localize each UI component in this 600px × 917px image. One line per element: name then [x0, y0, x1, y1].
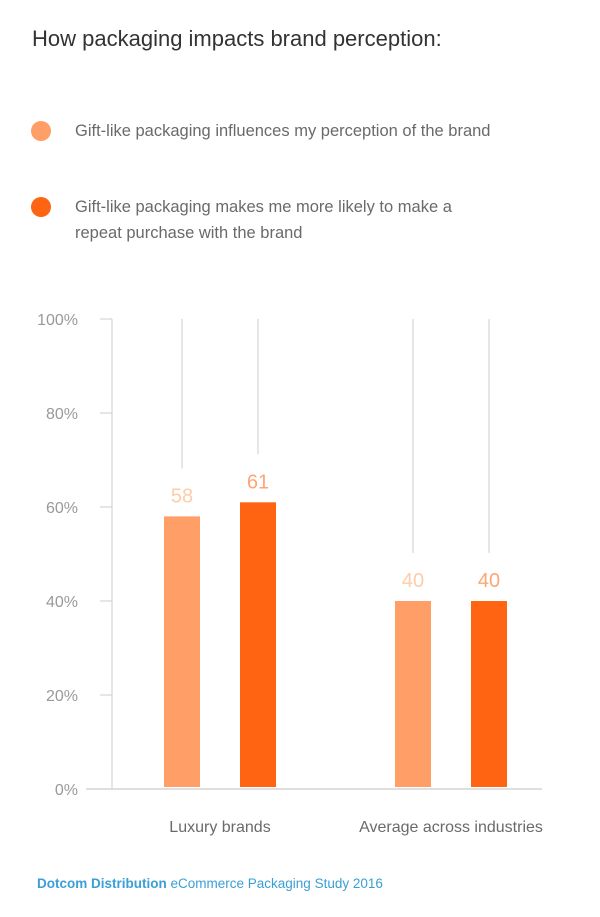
legend-swatch	[31, 197, 51, 217]
data-label: 58	[171, 485, 193, 507]
data-label: 40	[402, 570, 424, 592]
y-tick-label: 0%	[55, 782, 78, 799]
legend-item: Gift-like packaging makes me more likely…	[31, 194, 495, 246]
x-tick-label: Luxury brands	[169, 819, 270, 836]
source-text: eCommerce Packaging Study 2016	[166, 876, 383, 891]
y-tick-label: 80%	[46, 406, 78, 423]
legend-swatch	[31, 121, 51, 141]
y-tick-label: 20%	[46, 688, 78, 705]
legend-label: Gift-like packaging influences my percep…	[75, 122, 491, 140]
legend-label: Gift-like packaging makes me more likely…	[75, 198, 452, 242]
bar	[240, 502, 276, 787]
bar	[471, 601, 507, 787]
data-label: 61	[247, 471, 269, 493]
chart-title: How packaging impacts brand perception:	[32, 26, 442, 51]
source-brand: Dotcom Distribution	[37, 876, 167, 891]
data-label: 40	[478, 570, 500, 592]
source-footer: Dotcom Distribution eCommerce Packaging …	[37, 876, 383, 891]
bar	[395, 601, 431, 787]
y-tick-label: 60%	[46, 500, 78, 517]
bar	[164, 516, 200, 787]
y-tick-label: 100%	[37, 312, 78, 329]
y-tick-label: 40%	[46, 594, 78, 611]
x-tick-label: Average across industries	[359, 819, 543, 836]
legend-item: Gift-like packaging influences my percep…	[31, 118, 495, 144]
